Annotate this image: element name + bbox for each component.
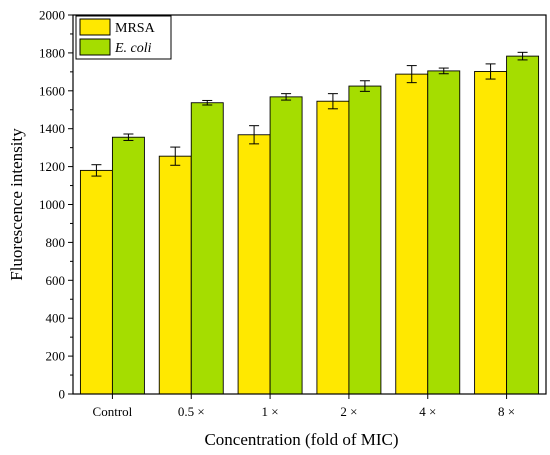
y-tick-label: 600 [46,273,66,288]
legend-label-mrsa: MRSA [115,21,156,36]
bar-mrsa-5 [474,71,508,395]
errorbars-layer [91,51,528,177]
bar-mrsa-0 [79,169,113,395]
x-tick-label: 0.5 × [178,404,205,419]
bar-ecoli-1 [190,102,224,395]
bar-ecoli-5 [506,55,540,395]
y-tick-label: 1200 [39,159,65,174]
y-tick-label: 200 [46,349,66,364]
y-tick-label: 2000 [39,8,65,23]
y-tick-label: 1000 [39,197,65,212]
x-axis-title: Concentration (fold of MIC) [204,430,398,449]
legend: MRSA E. coli [75,15,172,60]
x-tick-label: Control [93,404,133,419]
x-tick-label: 8 × [498,404,515,419]
x-axis: Control 0.5 × 1 × 2 × 4 × 8 × [93,394,515,419]
x-tick-label: 1 × [262,404,279,419]
y-axis: 0 200 400 600 800 1000 1200 1400 1600 1800 2000 [39,8,73,402]
y-axis-title: Fluorescence intensity [7,128,26,281]
legend-label-ecoli: E. coli [114,41,152,56]
bar-mrsa-3 [316,100,350,395]
y-tick-label: 800 [46,235,66,250]
y-tick-label: 1400 [39,121,65,136]
legend-swatch-mrsa [79,18,111,36]
y-tick-label: 0 [59,387,66,402]
bar-mrsa-1 [158,155,192,395]
y-tick-label: 1600 [39,83,65,98]
x-tick-label: 2 × [340,404,357,419]
bar-ecoli-2 [269,96,303,395]
bar-ecoli-4 [427,70,461,395]
y-tick-label: 400 [46,311,66,326]
y-tick-label: 1800 [39,45,65,60]
bars-layer [79,55,540,395]
x-tick-label: 4 × [419,404,436,419]
bar-ecoli-0 [111,136,145,395]
bar-mrsa-4 [395,73,429,395]
bar-mrsa-2 [237,134,271,395]
bar-ecoli-3 [348,85,382,395]
legend-swatch-ecoli [79,38,111,56]
